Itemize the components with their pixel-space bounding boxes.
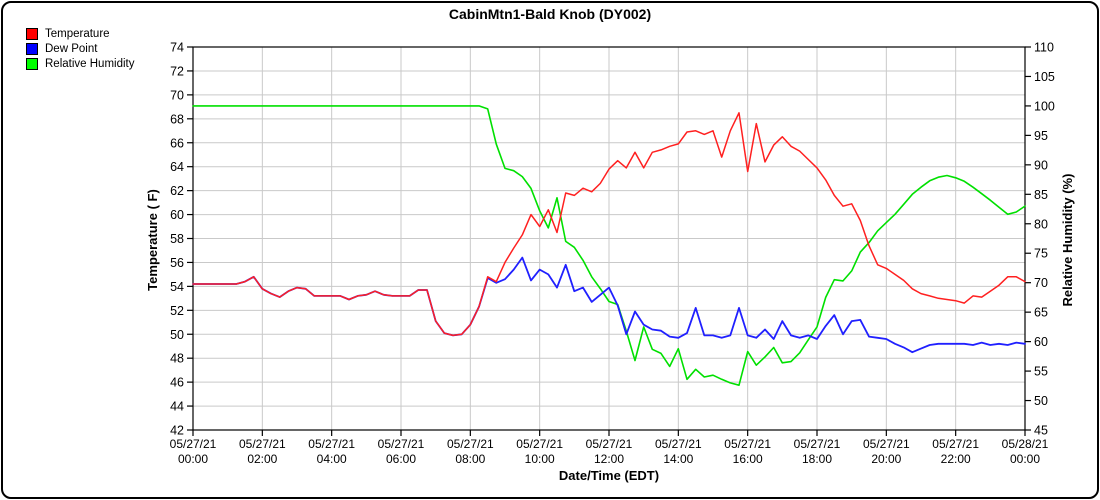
x-axis-title: Date/Time (EDT) <box>559 468 659 483</box>
legend-swatch-dew-point-icon <box>26 42 38 55</box>
x-tick-time: 20:00 <box>871 452 901 466</box>
left-tick-label: 50 <box>170 328 184 342</box>
chart-title: CabinMtn1-Bald Knob (DY002) <box>448 6 652 22</box>
x-tick-date: 05/27/21 <box>308 437 355 451</box>
right-tick-label: 45 <box>1034 424 1048 438</box>
x-tick-date: 05/27/21 <box>516 437 563 451</box>
temperature-line <box>192 112 1026 337</box>
x-tick-time: 14:00 <box>663 452 693 466</box>
legend-swatch-temperature-icon <box>26 27 38 40</box>
right-tick-label: 50 <box>1034 394 1048 408</box>
left-tick-label: 42 <box>170 424 184 438</box>
x-tick-time: 04:00 <box>317 452 347 466</box>
left-tick-label: 48 <box>170 352 184 366</box>
right-tick-label: 65 <box>1034 306 1048 320</box>
x-tick-date: 05/27/21 <box>239 437 286 451</box>
relative-humidity-line <box>192 105 1026 387</box>
left-tick-label: 58 <box>170 232 184 246</box>
left-tick-label: 70 <box>170 88 184 102</box>
x-tick-date: 05/27/21 <box>932 437 979 451</box>
left-tick-label: 46 <box>170 376 184 390</box>
x-tick-date: 05/27/21 <box>724 437 771 451</box>
x-tick-date: 05/28/21 <box>1002 437 1049 451</box>
x-tick-time: 02:00 <box>247 452 277 466</box>
x-tick-time: 22:00 <box>941 452 971 466</box>
x-tick-date: 05/27/21 <box>447 437 494 451</box>
left-tick-label: 60 <box>170 208 184 222</box>
left-tick-label: 56 <box>170 256 184 270</box>
left-tick-label: 62 <box>170 184 184 198</box>
legend-item-temperature: Temperature <box>26 26 134 41</box>
right-tick-label: 110 <box>1034 41 1054 55</box>
legend-label-temperature: Temperature <box>45 27 110 40</box>
legend-item-relative-humidity: Relative Humidity <box>26 56 134 71</box>
x-tick-time: 00:00 <box>1010 452 1040 466</box>
x-tick-time: 10:00 <box>525 452 555 466</box>
legend: Temperature Dew Point Relative Humidity <box>26 26 134 71</box>
x-tick-date: 05/27/21 <box>170 437 217 451</box>
x-tick-date: 05/27/21 <box>655 437 702 451</box>
x-tick-date: 05/27/21 <box>863 437 910 451</box>
y-left-axis-title: Temperature ( F) <box>145 189 160 291</box>
right-tick-label: 100 <box>1034 99 1055 113</box>
right-tick-label: 55 <box>1034 365 1048 379</box>
legend-item-dew-point: Dew Point <box>26 41 134 56</box>
right-tick-label: 80 <box>1034 217 1048 231</box>
right-tick-label: 105 <box>1034 70 1055 84</box>
right-tick-label: 85 <box>1034 188 1048 202</box>
y-right-axis-title: Relative Humidity (%) <box>1060 174 1075 307</box>
left-tick-label: 52 <box>170 304 184 318</box>
x-tick-time: 06:00 <box>386 452 416 466</box>
x-tick-time: 08:00 <box>455 452 485 466</box>
x-tick-time: 00:00 <box>178 452 208 466</box>
legend-label-relative-humidity: Relative Humidity <box>45 57 135 70</box>
x-tick-date: 05/27/21 <box>378 437 425 451</box>
left-tick-label: 68 <box>170 112 184 126</box>
left-tick-label: 74 <box>170 41 184 55</box>
x-tick-date: 05/27/21 <box>794 437 841 451</box>
x-tick-date: 05/27/21 <box>586 437 633 451</box>
left-tick-label: 54 <box>170 280 184 294</box>
right-tick-label: 75 <box>1034 247 1048 261</box>
left-tick-label: 44 <box>170 400 184 414</box>
right-tick-label: 95 <box>1034 129 1048 143</box>
x-tick-time: 12:00 <box>594 452 624 466</box>
left-tick-label: 72 <box>170 64 184 78</box>
left-tick-label: 66 <box>170 136 184 150</box>
legend-swatch-relative-humidity-icon <box>26 57 38 70</box>
x-tick-time: 16:00 <box>733 452 763 466</box>
right-tick-label: 70 <box>1034 276 1048 290</box>
left-tick-label: 64 <box>170 160 184 174</box>
legend-label-dew-point: Dew Point <box>45 42 98 55</box>
right-tick-label: 90 <box>1034 158 1048 172</box>
right-tick-label: 60 <box>1034 335 1048 349</box>
x-tick-time: 18:00 <box>802 452 832 466</box>
